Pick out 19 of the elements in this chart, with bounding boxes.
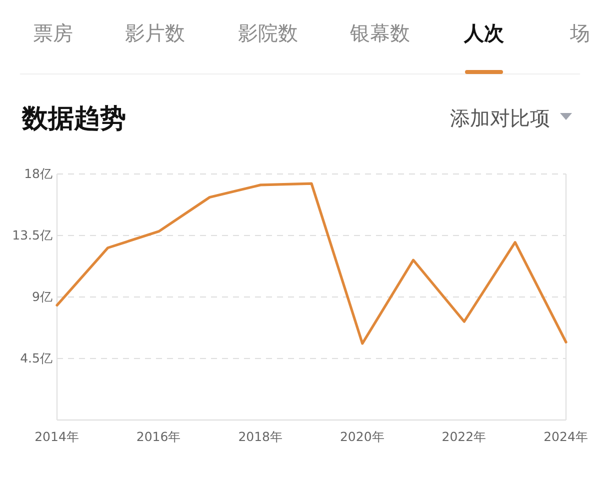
chart-title: 数据趋势 [21,104,126,134]
x-tick-label: 2024年 [544,429,588,444]
text: 银幕数 [349,21,410,45]
x-tick-label: 2022年 [442,429,487,444]
y-tick-label: 18亿 [24,166,53,181]
text: 添加对比项 [450,106,550,130]
text: 影片数 [125,21,185,45]
x-tick-label: 2020年 [340,429,385,444]
x-tick-label: 2016年 [136,429,182,444]
text: 影院数 [238,21,298,45]
text: 场 [569,21,590,45]
text: 人次 [463,21,505,45]
y-tick-label: 9亿 [32,289,53,304]
y-tick-label: 13.5亿 [12,228,53,242]
x-tick-label: 2014年 [34,429,80,444]
y-tick-label: 4.5亿 [20,350,53,366]
text: 票房 [33,21,73,45]
line-series [56,182,568,345]
x-tick-label: 2018年 [238,429,284,444]
